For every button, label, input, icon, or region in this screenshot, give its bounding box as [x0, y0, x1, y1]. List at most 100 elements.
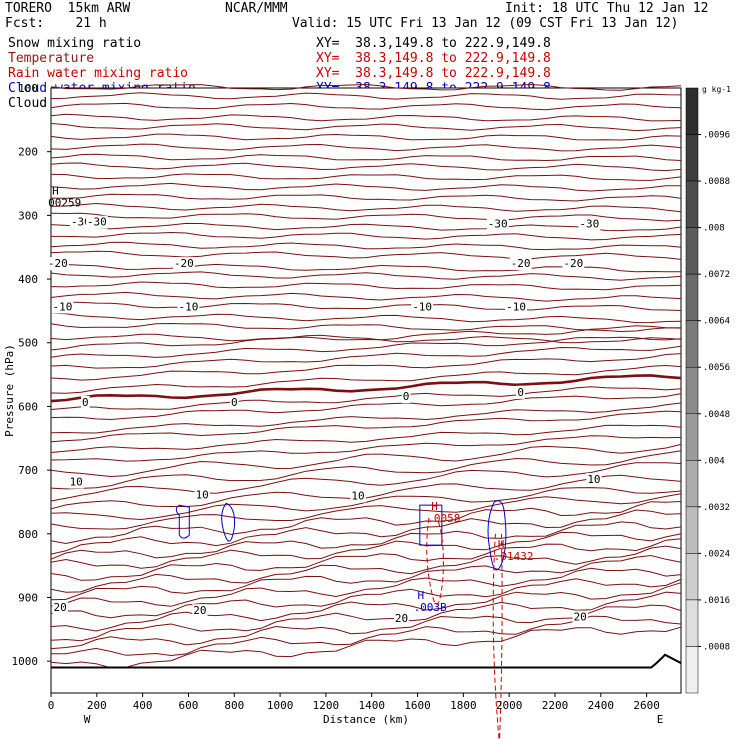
x-tick-label: 1400 [358, 699, 385, 712]
contour-label-gap [81, 395, 90, 409]
y-tick-label: 200 [18, 146, 38, 159]
contour-label-gap [52, 601, 68, 615]
contour-value-label: -30 [71, 216, 91, 229]
field-rain-label: Rain water mixing ratio [8, 66, 189, 81]
colorbar-segment [685, 413, 699, 461]
isotherm-line [50, 443, 682, 478]
contour-label-gap [505, 300, 527, 314]
isotherm-line [50, 509, 682, 555]
isotherm-line [50, 325, 682, 351]
x-tick-label: 400 [133, 699, 153, 712]
contour-label-gap [194, 488, 210, 502]
contour-label-gap [177, 300, 200, 314]
colorbar-label: .0048 [703, 410, 730, 420]
contour-label-gap [401, 390, 411, 404]
y-tick-label: 900 [18, 591, 38, 604]
colorbar-label: .0056 [703, 363, 730, 373]
field-snow-label: Snow mixing ratio [8, 36, 142, 51]
isotherm-line [50, 193, 682, 202]
contour-value-label: 0 [403, 390, 410, 403]
x-tick-label: 2400 [588, 699, 615, 712]
contour-value-label: -30 [87, 216, 107, 229]
contour-label-gap [486, 217, 509, 231]
contour-label-gap [85, 215, 108, 229]
isotherm-line [50, 162, 682, 172]
isotherm-line [50, 353, 682, 381]
y-axis-title: Pressure (hPa) [3, 344, 16, 437]
isotherm-line [50, 212, 682, 222]
contour-label-gap [192, 604, 208, 618]
isotherm-line [50, 531, 682, 569]
contour-value-label: 10 [196, 488, 209, 501]
cloud-water-outline [419, 504, 443, 546]
isotherm-line [50, 281, 682, 291]
colorbar-label: .008 [703, 224, 725, 234]
contour-value-label: -20 [48, 257, 68, 270]
cloud-water-outline [175, 504, 190, 539]
isotherm-line [50, 493, 682, 530]
isotherm-line [50, 83, 682, 91]
contour-value-label: -20 [563, 257, 583, 270]
y-tick-label: 800 [18, 528, 38, 541]
x-left-endpoint: W [84, 713, 91, 726]
contour-label-gap [68, 475, 84, 489]
isotherm-line [50, 410, 682, 443]
colorbar-unit: g kg-1 [702, 85, 731, 94]
contour-value-label: -20 [511, 257, 531, 270]
contour-value-label: 20 [54, 601, 67, 614]
isotherm-line [50, 450, 682, 490]
contour-value-label: -20 [174, 257, 194, 270]
forecast-hour: Fcst: 21 h [5, 16, 107, 31]
isotherm-line [50, 578, 682, 619]
colorbar-segment [685, 506, 699, 554]
isotherm-line [50, 474, 682, 510]
isotherm-line [50, 102, 682, 111]
colorbar-segment [685, 599, 699, 647]
colorbar-segment [685, 646, 699, 694]
isotherm-line [50, 567, 682, 607]
x-tick-label: 200 [87, 699, 107, 712]
isotherm-line [50, 133, 682, 141]
contour-label-gap [51, 300, 74, 314]
cloud-water-outline [487, 500, 507, 571]
isotherm-line [50, 301, 682, 311]
isotherm-line [50, 202, 682, 213]
contour-value-label: 0 [231, 396, 238, 409]
maximum-value-label: .01432 [494, 550, 534, 563]
maximum-value-label: 00259 [48, 197, 81, 210]
x-tick-label: 800 [224, 699, 244, 712]
isotherm-line [50, 554, 682, 601]
contour-label-gap [572, 610, 588, 624]
contour-value-label: 20 [574, 611, 587, 624]
x-tick-label: 1800 [450, 699, 477, 712]
x-tick-label: 1000 [267, 699, 294, 712]
x-right-endpoint: E [657, 713, 664, 726]
contour-value-label: -10 [506, 300, 526, 313]
colorbar-label: .0096 [703, 131, 730, 141]
init-time: Init: 18 UTC Thu 12 Jan 12 [505, 1, 709, 16]
x-tick-label: 2000 [496, 699, 523, 712]
rain-water-outline [426, 517, 444, 605]
contour-label-gap [516, 385, 525, 399]
isotherm-line [50, 222, 682, 232]
colorbar-segment [685, 273, 699, 321]
isotherm-line [50, 336, 682, 358]
contour-label-gap [229, 395, 239, 409]
maximum-marker: H [418, 589, 425, 602]
isotherm-line [50, 386, 682, 410]
isotherm-line [50, 626, 682, 669]
contour-value-label: -30 [488, 218, 508, 231]
colorbar-segment [685, 460, 699, 508]
maximum-marker: H [52, 185, 59, 198]
isotherm-line [50, 462, 682, 502]
isotherm-line [50, 241, 682, 251]
y-tick-label: 1000 [12, 655, 39, 668]
field-temperature-label: Temperature [8, 51, 95, 66]
y-tick-label: 400 [18, 273, 38, 286]
isotherm-line [50, 113, 682, 122]
colorbar-label: .0008 [703, 642, 730, 652]
contour-value-label: 0 [82, 396, 89, 409]
contour-value-label: 20 [395, 612, 408, 625]
isotherm-line [50, 591, 682, 642]
